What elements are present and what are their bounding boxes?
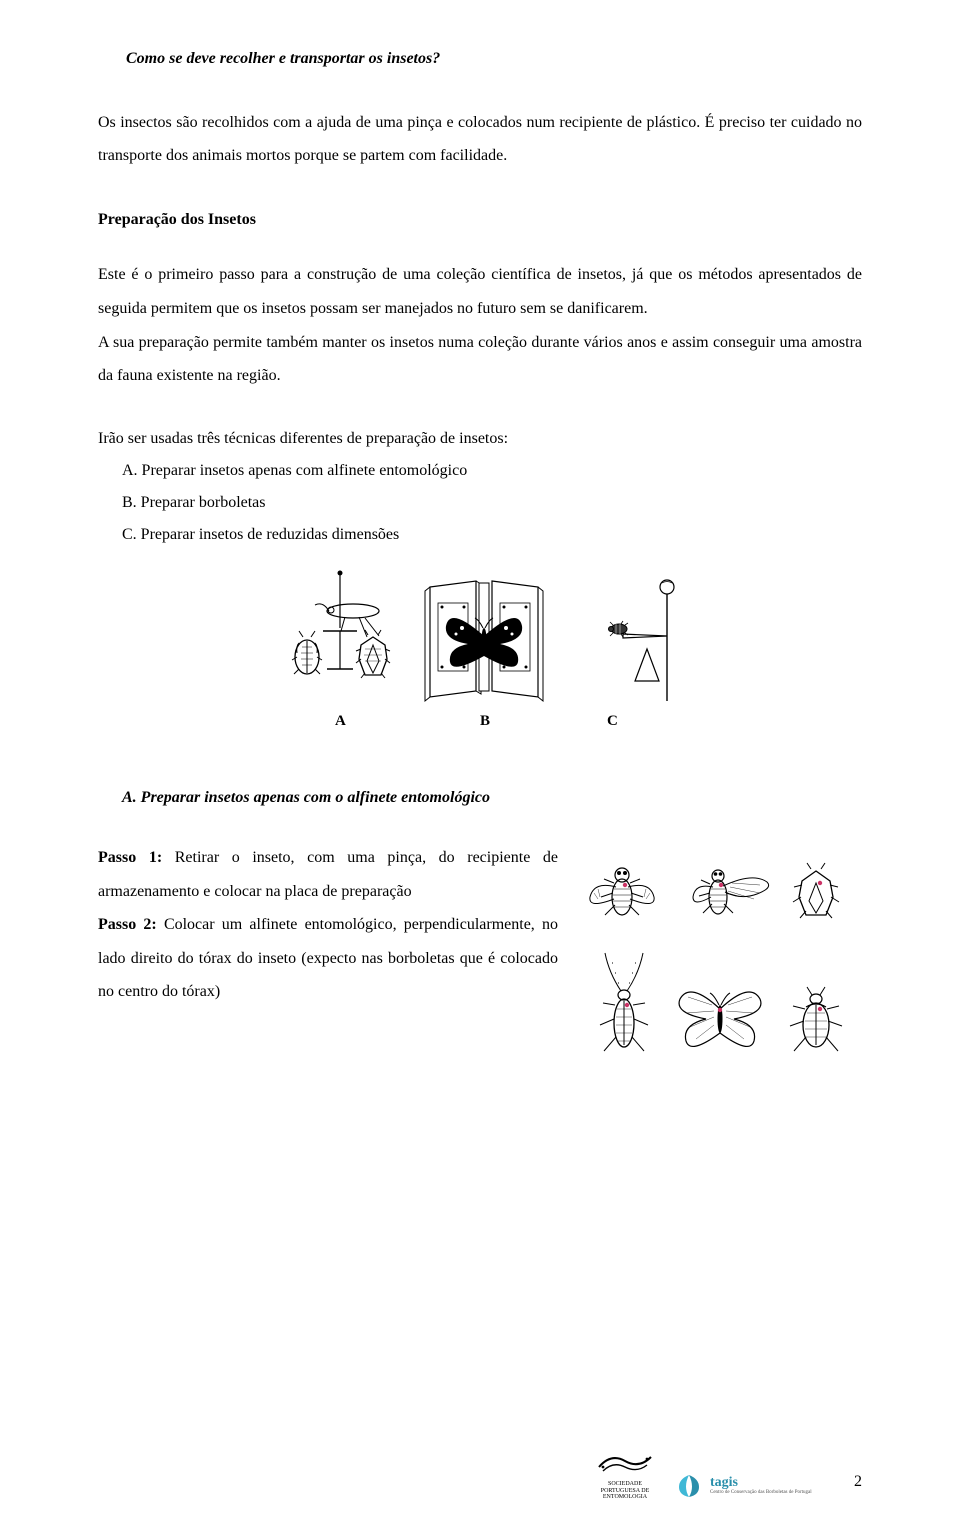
intro-paragraph: Os insectos são recolhidos com a ajuda d…	[98, 106, 862, 173]
page-number: 2	[854, 1465, 862, 1499]
tagis-logo: tagis Centro de Conservação das Borbolet…	[674, 1471, 834, 1501]
pinning-svg	[582, 841, 862, 1081]
passo-1-label: Passo 1:	[98, 849, 162, 866]
question-title: Como se deve recolher e transportar os i…	[126, 42, 862, 76]
technique-c: C. Preparar insetos de reduzidas dimensõ…	[122, 519, 862, 551]
tagis-subtitle: Centro de Conservação das Borboletas de …	[710, 1490, 812, 1496]
prep-paragraph-2: A sua preparação permite também manter o…	[98, 326, 862, 393]
figure-label-c: C	[607, 713, 618, 729]
spe-logo-text: SOCIEDADE PORTUGUESA DE ENTOMOLOGIA	[590, 1481, 660, 1501]
tagis-name: tagis	[710, 1476, 812, 1490]
passo-1-text: Retirar o inseto, com uma pinça, do reci…	[98, 849, 558, 900]
passo-text-block: Passo 1: Retirar o inseto, com uma pinça…	[98, 841, 558, 1009]
document-page: Como se deve recolher e transportar os i…	[0, 0, 960, 1523]
passo-1: Passo 1: Retirar o inseto, com uma pinça…	[98, 841, 558, 908]
technique-b: B. Preparar borboletas	[122, 487, 862, 519]
page-footer: SOCIEDADE PORTUGUESA DE ENTOMOLOGIA tagi…	[590, 1453, 862, 1501]
technique-a: A. Preparar insetos apenas com alfinete …	[122, 455, 862, 487]
passo-2: Passo 2: Colocar um alfinete entomológic…	[98, 908, 558, 1009]
section-a-content: Passo 1: Retirar o inseto, com uma pinça…	[98, 841, 862, 1094]
preparation-methods-figure: A	[98, 563, 862, 746]
section-a-heading: A. Preparar insetos apenas com o alfinet…	[122, 781, 862, 815]
figure-label-b: B	[480, 713, 490, 729]
prep-paragraph: Este é o primeiro passo para a construçã…	[98, 258, 862, 325]
passo-2-label: Passo 2:	[98, 916, 157, 933]
prep-p1: Este é o primeiro passo para a construçã…	[98, 266, 862, 317]
passo-2-text: Colocar um alfinete entomológico, perpen…	[98, 916, 558, 1000]
spe-logo: SOCIEDADE PORTUGUESA DE ENTOMOLOGIA	[590, 1453, 660, 1501]
techniques-intro: Irão ser usadas três técnicas diferentes…	[98, 423, 862, 455]
pinning-positions-figure	[582, 841, 862, 1094]
prep-figure-svg: A	[265, 563, 695, 733]
prep-heading: Preparação dos Insetos	[98, 203, 862, 237]
figure-label-a: A	[335, 713, 346, 729]
